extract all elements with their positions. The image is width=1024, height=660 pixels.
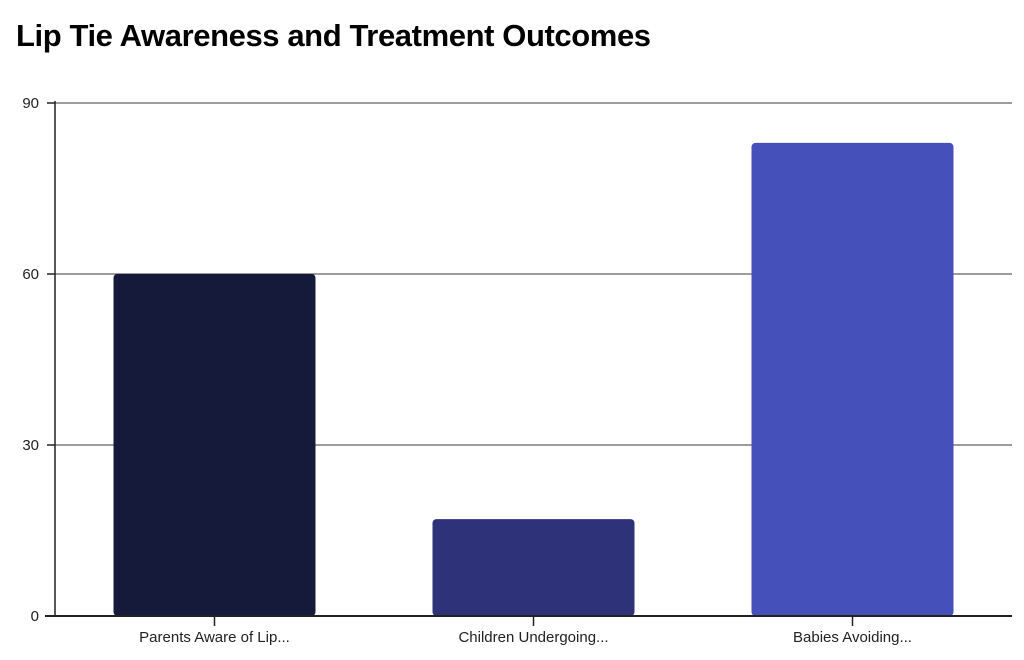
x-tick-label: Parents Aware of Lip... [139,629,290,646]
axes [45,101,1012,626]
x-tick-label: Babies Avoiding... [793,629,912,646]
y-tick-label: 90 [22,95,39,112]
y-tick-label: 60 [22,266,39,283]
y-tick-label: 30 [22,437,39,454]
y-tick-label: 0 [31,608,39,625]
bars [113,142,954,616]
bar-3 [751,142,954,616]
tick-labels: 0 30 60 90 Parents Aware of Lip... Children U… [22,95,912,646]
x-tick-label: Children Undergoing... [458,629,608,646]
chart-title: Lip Tie Awareness and Treatment Outcomes [16,18,651,53]
bar-1 [113,274,316,616]
bar-2 [432,519,635,616]
